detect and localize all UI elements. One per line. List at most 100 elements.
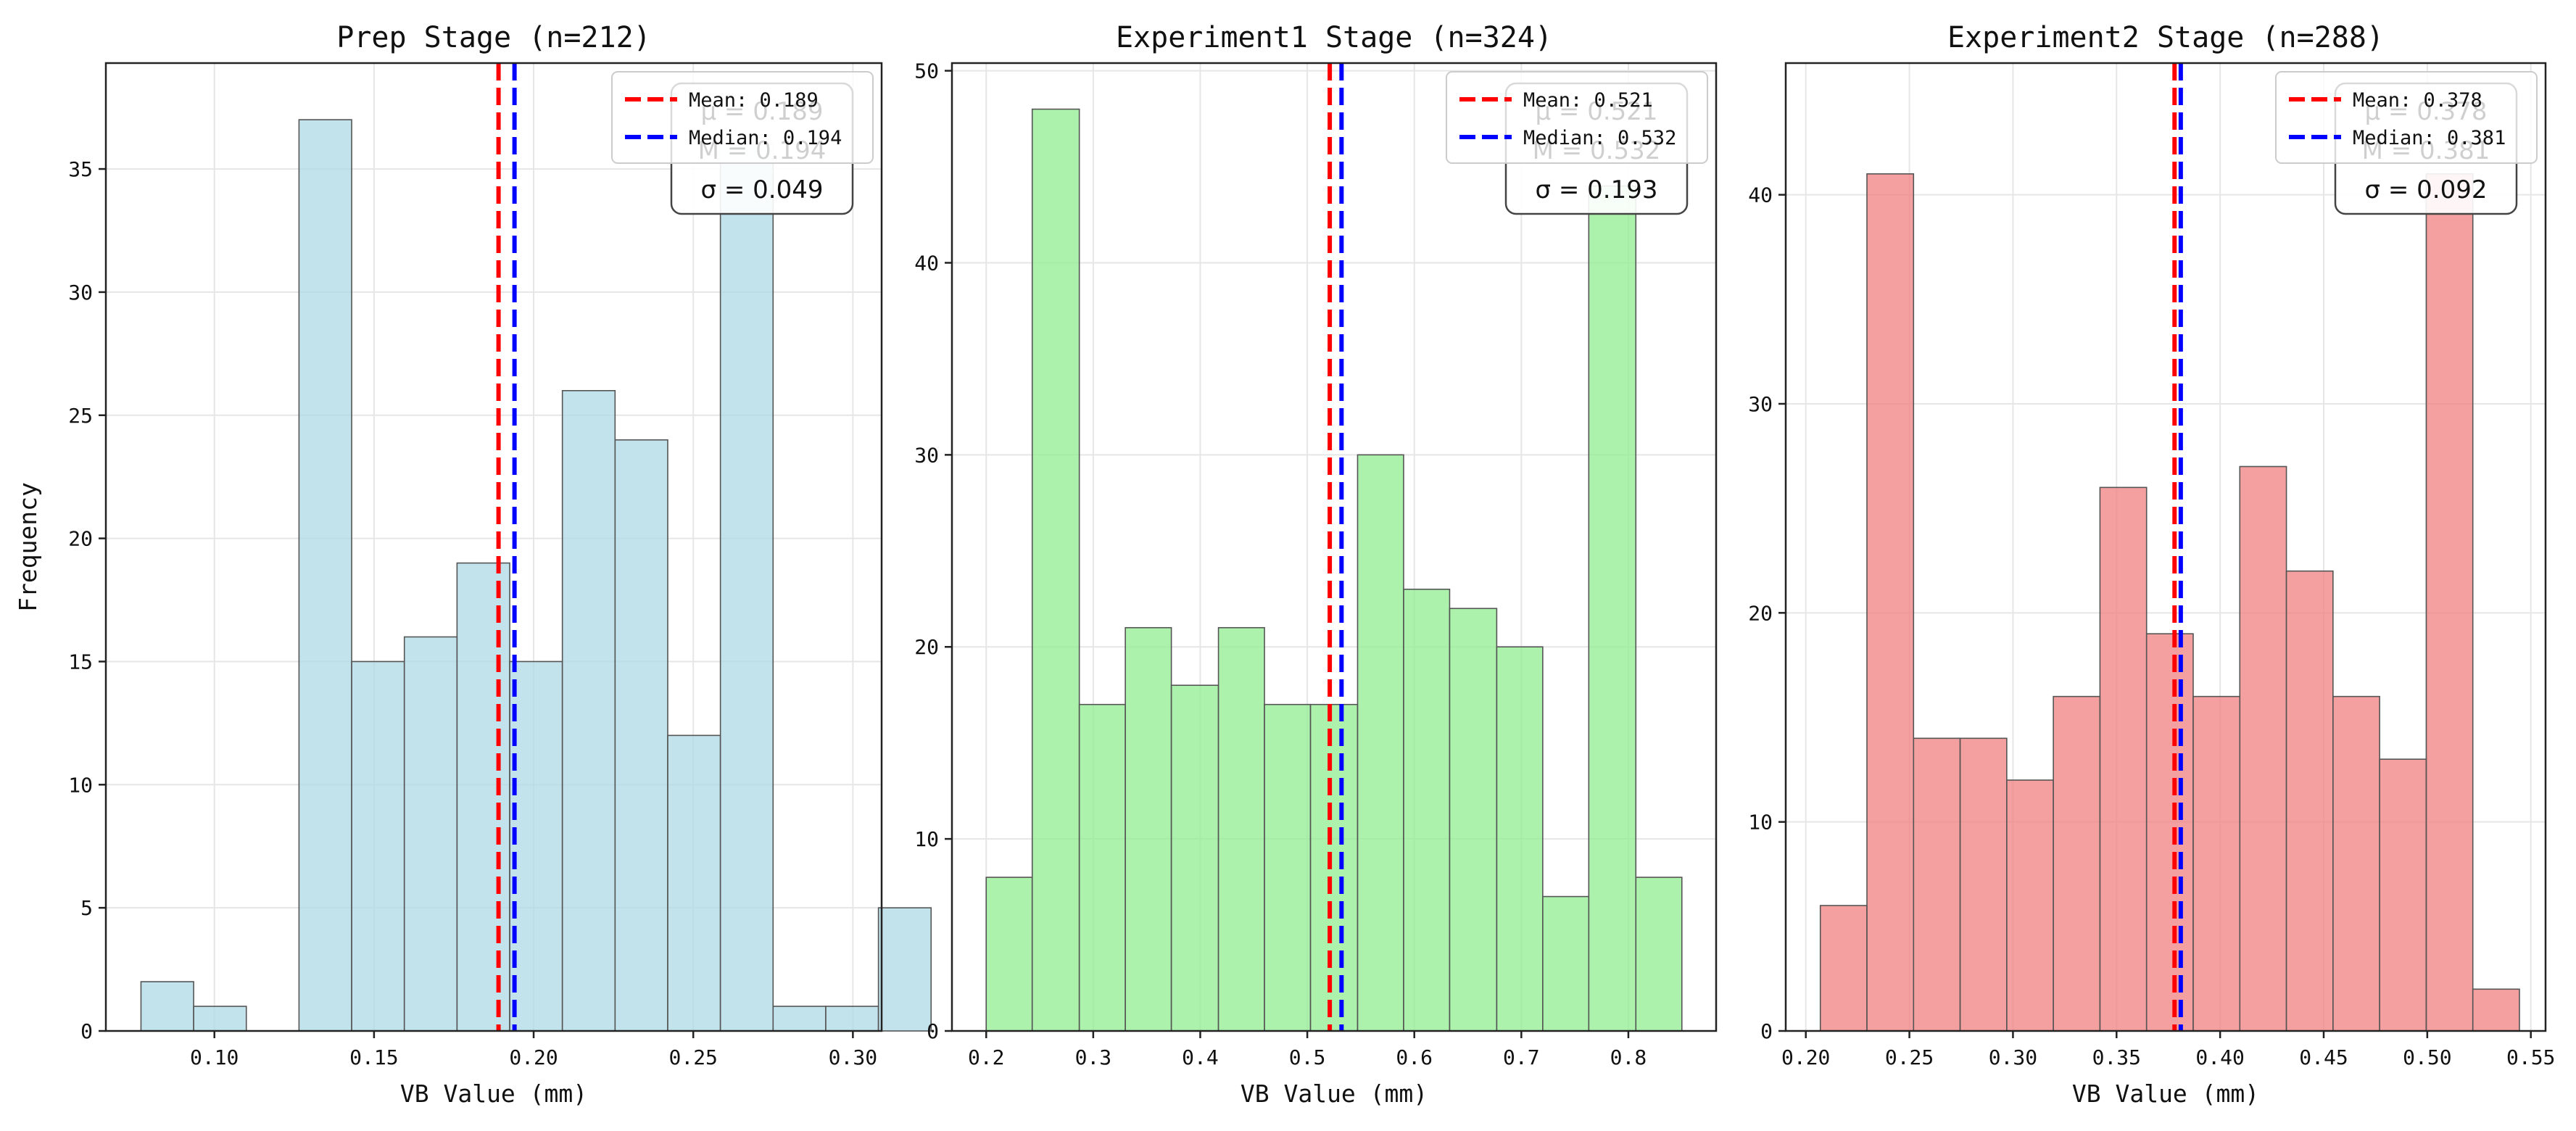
histogram-bar: [719, 144, 774, 1032]
x-tick-label: 0.5: [1289, 1045, 1326, 1069]
y-tick-label: 0: [1760, 1019, 1773, 1043]
legend-entry: Median: 0.532: [1523, 127, 1676, 149]
x-tick-label: 0.25: [1885, 1045, 1934, 1069]
x-tick-label: 0.35: [2092, 1045, 2141, 1069]
histogram-bar: [1959, 737, 2008, 1032]
x-tick-label: 0.30: [1989, 1045, 2037, 1069]
histogram-bar: [2192, 695, 2241, 1032]
y-tick-label: 5: [80, 896, 93, 920]
x-tick-label: 0.3: [1075, 1045, 1112, 1069]
y-tick-label: 35: [68, 157, 93, 181]
x-tick-label: 0.30: [829, 1045, 877, 1069]
histogram-bar: [140, 981, 194, 1032]
x-tick-label: 0.10: [190, 1045, 239, 1069]
histogram-bar: [1170, 684, 1219, 1032]
histogram-bar: [877, 907, 932, 1032]
histogram-bar: [403, 636, 458, 1032]
histogram-bar: [2099, 486, 2148, 1032]
x-axis-label: VB Value (mm): [2072, 1080, 2259, 1108]
legend-box: [1446, 71, 1708, 164]
stats-line: σ = 0.193: [1536, 175, 1658, 204]
legend-entry: Median: 0.381: [2353, 127, 2506, 149]
legend-entry: Mean: 0.189: [689, 89, 819, 112]
chart-title: Experiment1 Stage (n=324): [1116, 21, 1552, 54]
chart-title: Experiment2 Stage (n=288): [1947, 21, 2384, 54]
x-tick-label: 0.25: [668, 1045, 717, 1069]
y-tick-label: 10: [1748, 811, 1773, 834]
y-tick-label: 30: [68, 281, 93, 304]
histogram-bar: [772, 1006, 827, 1032]
histogram-bar: [2285, 570, 2334, 1032]
histogram-bar: [1866, 173, 1915, 1032]
axes-frame: [104, 62, 883, 1032]
x-tick-label: 0.50: [2403, 1045, 2451, 1069]
chart-title: Prep Stage (n=212): [336, 21, 650, 54]
legend-box: [611, 71, 874, 164]
y-tick-label: 0: [927, 1019, 939, 1043]
histogram-bar: [667, 734, 721, 1032]
histogram-bar: [1403, 588, 1451, 1032]
y-tick-label: 40: [1748, 183, 1773, 207]
histogram-bar: [351, 660, 405, 1032]
histogram-bar: [1125, 626, 1172, 1032]
histogram-bar: [1078, 703, 1126, 1032]
chart-panel-3: 0.20 0.25 0.30 0.35 0.40 0.45 0.50 0.55 0 10 20 30 4…: [1748, 21, 2555, 1108]
histogram-bar: [193, 1006, 247, 1032]
legend-entry: Median: 0.194: [689, 127, 842, 149]
y-tick-label: 30: [914, 443, 939, 467]
histogram-bar: [561, 389, 616, 1032]
legend-entry: Mean: 0.521: [1523, 89, 1653, 112]
histogram-bar: [298, 119, 352, 1032]
histogram-bar: [2379, 758, 2427, 1032]
x-tick-label: 0.6: [1396, 1045, 1433, 1069]
histogram-bar: [985, 877, 1033, 1032]
histogram-bar: [456, 562, 510, 1032]
histogram-bar: [1309, 703, 1359, 1032]
axes-frame: [1784, 62, 2547, 1032]
histogram-bar: [1819, 905, 1868, 1032]
y-axis-label: Frequency: [14, 482, 42, 612]
y-tick-label: 20: [914, 635, 939, 659]
histogram-bar: [1913, 737, 1961, 1032]
y-tick-label: 10: [68, 773, 93, 797]
y-tick-label: 25: [68, 404, 93, 428]
histogram-bar: [1264, 703, 1312, 1032]
x-tick-label: 0.20: [509, 1045, 558, 1069]
chart-panel-2: 0.2 0.3 0.4 0.5 0.6 0.7 0.8 0 10 20 30 40 50 Experime…: [914, 21, 1718, 1108]
x-axis-label: VB Value (mm): [1241, 1080, 1428, 1108]
histogram-bar: [1031, 108, 1080, 1032]
y-tick-label: 15: [68, 650, 93, 674]
legend-entry: Mean: 0.378: [2353, 89, 2482, 112]
y-tick-label: 20: [1748, 601, 1773, 625]
y-tick-label: 30: [1748, 392, 1773, 416]
x-tick-label: 0.4: [1182, 1045, 1219, 1069]
x-tick-label: 0.2: [968, 1045, 1005, 1069]
histogram-bar: [2053, 695, 2101, 1032]
histogram-bar: [1217, 626, 1265, 1032]
x-axis-label: VB Value (mm): [400, 1080, 587, 1108]
x-tick-label: 0.7: [1503, 1045, 1540, 1069]
histogram-bar: [509, 660, 563, 1032]
y-tick-label: 50: [914, 59, 939, 83]
y-tick-label: 40: [914, 251, 939, 275]
histogram-bar: [1542, 895, 1590, 1032]
histogram-bar: [2145, 633, 2194, 1032]
histogram-bar: [2332, 695, 2380, 1032]
histogram-bar: [1588, 185, 1637, 1032]
y-tick-label: 20: [68, 527, 93, 551]
x-tick-label: 0.55: [2506, 1045, 2555, 1069]
x-tick-label: 0.40: [2195, 1045, 2244, 1069]
stats-line: σ = 0.092: [2365, 175, 2488, 204]
x-tick-label: 0.45: [2299, 1045, 2348, 1069]
histogram-bar: [2472, 988, 2520, 1032]
histogram-bar: [2425, 173, 2474, 1032]
y-tick-label: 0: [80, 1019, 93, 1043]
stats-line: σ = 0.049: [701, 175, 824, 204]
histogram-bar: [614, 439, 668, 1032]
x-tick-label: 0.8: [1610, 1045, 1647, 1069]
histogram-bar: [2006, 779, 2054, 1032]
histogram-bar: [1357, 454, 1404, 1032]
histogram-bar: [1496, 646, 1544, 1032]
